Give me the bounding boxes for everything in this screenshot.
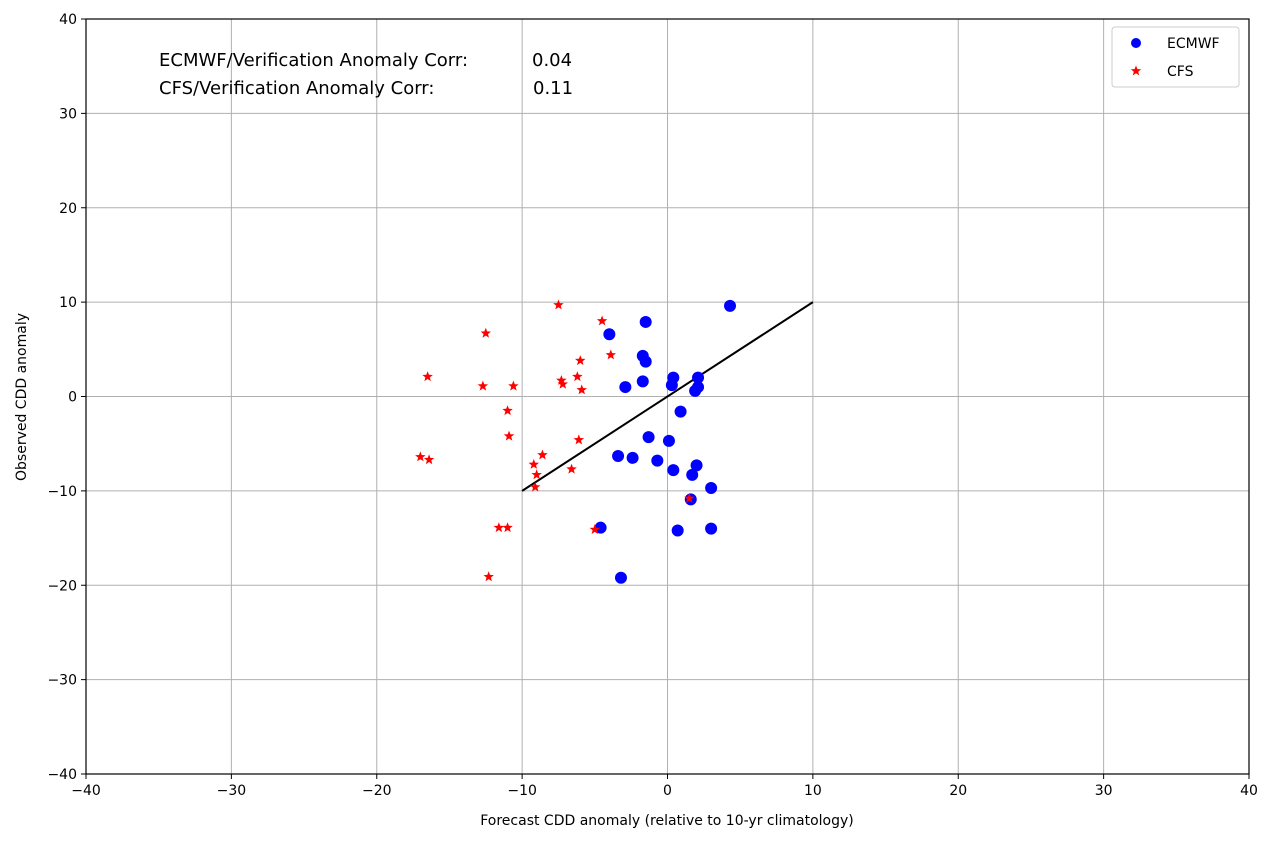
point-cfs	[508, 380, 519, 391]
plot-frame	[85, 18, 1250, 775]
y-tick-label: 10	[59, 295, 77, 311]
point-ecmwf	[594, 521, 607, 534]
one-to-one-line	[521, 301, 814, 492]
legend-marker-ecmwf	[1131, 38, 1141, 48]
x-axis-label: Forecast CDD anomaly (relative to 10-yr …	[480, 813, 854, 829]
y-tick-label: 30	[59, 106, 77, 122]
x-tick-label: 10	[804, 783, 822, 799]
point-cfs	[684, 492, 695, 503]
y-tick-label: 0	[68, 390, 77, 406]
x-tick-label: 30	[1095, 783, 1113, 799]
point-cfs	[537, 449, 548, 460]
point-ecmwf	[651, 454, 664, 467]
point-ecmwf	[667, 464, 680, 477]
point-cfs	[566, 463, 577, 474]
point-cfs	[589, 524, 600, 534]
point-ecmwf	[686, 468, 699, 481]
point-cfs	[480, 327, 491, 338]
x-tick-label: −30	[217, 783, 247, 799]
point-cfs	[422, 371, 433, 382]
axis-ticks: −40 −30 −20 −10 0 10 20 30 40 −40 −30 −20 −10 0 10 20 30…	[47, 12, 1257, 799]
point-ecmwf	[636, 375, 649, 388]
point-ecmwf	[639, 355, 652, 368]
point-cfs	[477, 380, 489, 391]
legend-marker-cfs	[1130, 65, 1142, 76]
x-tick-label: −40	[71, 783, 101, 799]
point-cfs	[502, 522, 513, 533]
x-tick-label: −20	[362, 783, 392, 799]
point-cfs	[528, 459, 539, 469]
point-cfs	[553, 299, 564, 310]
point-cfs	[423, 454, 435, 465]
legend-label-ecmwf: ECMWF	[1167, 36, 1220, 52]
x-tick-label: 0	[663, 783, 672, 799]
annotation-cfs-value: 0.11	[533, 78, 573, 99]
legend-box	[1111, 26, 1240, 88]
point-ecmwf	[639, 315, 652, 328]
point-cfs	[530, 481, 541, 492]
point-cfs	[573, 434, 585, 445]
annotation-ecmwf-label: ECMWF/Verification Anomaly Corr:	[159, 50, 468, 71]
point-ecmwf	[705, 482, 718, 495]
y-tick-label: −10	[47, 484, 77, 500]
point-cfs	[503, 430, 515, 441]
point-cfs	[575, 355, 586, 366]
y-tick-label: −20	[47, 578, 77, 594]
point-ecmwf	[619, 381, 632, 394]
point-ecmwf	[665, 379, 678, 392]
legend-label-cfs: CFS	[1167, 64, 1194, 80]
point-ecmwf	[671, 524, 684, 537]
y-tick-label: −40	[47, 767, 77, 783]
point-cfs	[415, 451, 426, 462]
point-ecmwf	[642, 431, 655, 444]
legend: ECMWF CFS	[1111, 26, 1240, 88]
x-tick-label: −10	[507, 783, 537, 799]
y-tick-label: −30	[47, 673, 77, 689]
y-axis-label: Observed CDD anomaly	[14, 313, 30, 481]
annotation-ecmwf-value: 0.04	[532, 50, 572, 71]
point-ecmwf	[674, 405, 687, 418]
point-cfs	[576, 384, 587, 395]
point-ecmwf	[690, 459, 703, 472]
point-ecmwf	[662, 434, 675, 447]
point-ecmwf	[724, 299, 737, 312]
point-cfs	[605, 349, 616, 360]
point-ecmwf	[612, 449, 625, 462]
point-ecmwf	[614, 571, 627, 584]
point-cfs	[483, 571, 494, 582]
point-cfs	[531, 469, 542, 480]
point-ecmwf	[705, 522, 718, 535]
point-cfs	[596, 315, 608, 326]
point-ecmwf	[689, 384, 702, 397]
x-tick-label: 40	[1240, 783, 1258, 799]
annotation-cfs-label: CFS/Verification Anomaly Corr:	[159, 78, 434, 99]
point-cfs	[572, 371, 583, 382]
y-tick-label: 20	[59, 201, 77, 217]
point-cfs	[502, 405, 513, 416]
x-tick-label: 20	[949, 783, 967, 799]
data-marks	[415, 299, 814, 584]
point-ecmwf	[626, 451, 639, 464]
point-cfs	[493, 522, 505, 533]
point-ecmwf	[692, 371, 705, 384]
point-cfs	[557, 378, 569, 389]
y-tick-label: 40	[59, 12, 77, 28]
point-ecmwf	[603, 328, 616, 341]
point-cfs	[556, 375, 567, 385]
